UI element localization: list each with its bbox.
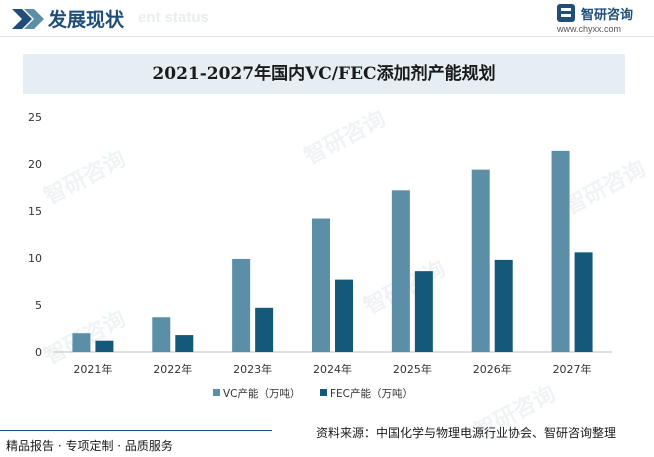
brand-name: 智研咨询 xyxy=(581,8,634,23)
x-tick-label: 2022年 xyxy=(153,362,192,376)
chart-title: 2021-2027年国内VC/FEC添加剂产能规划 xyxy=(23,54,625,94)
y-tick-label: 5 xyxy=(35,299,42,312)
footer-divider xyxy=(0,430,272,431)
legend-swatch-vc xyxy=(213,389,220,396)
vc-bar xyxy=(471,169,490,352)
x-tick-label: 2027年 xyxy=(553,362,592,376)
vc-bar xyxy=(391,190,410,352)
x-tick-label: 2024年 xyxy=(313,362,352,376)
y-tick-label: 15 xyxy=(28,205,42,218)
vc-bar xyxy=(551,150,570,352)
vc-bar xyxy=(232,258,251,352)
header: ent status 发展现状 智研咨询 www.chyxx.com xyxy=(0,0,654,36)
legend-label-vc: VC产能（万吨） xyxy=(223,387,301,400)
fec-bar xyxy=(175,335,194,352)
vc-bar xyxy=(72,333,91,352)
x-tick-label: 2021年 xyxy=(73,362,112,376)
x-tick-label: 2026年 xyxy=(473,362,512,376)
vc-bar xyxy=(312,218,330,352)
footer-slogan: 精品报告 · 专项定制 · 品质服务 xyxy=(6,439,173,453)
section-subtitle: ent status xyxy=(138,9,209,26)
legend-label-fec: FEC产能（万吨） xyxy=(330,387,413,400)
x-tick-label: 2023年 xyxy=(233,362,272,376)
brand-url[interactable]: www.chyxx.com xyxy=(557,24,622,34)
y-tick-label: 20 xyxy=(28,158,42,171)
legend-swatch-fec xyxy=(320,389,327,396)
brand-logo-icon xyxy=(557,4,575,22)
fec-bar xyxy=(574,252,593,352)
fec-bar xyxy=(494,259,513,352)
y-tick-label: 25 xyxy=(28,111,42,124)
fec-bar xyxy=(255,307,274,352)
chevron-right-icon xyxy=(12,9,44,29)
y-tick-label: 0 xyxy=(35,346,42,359)
x-tick-label: 2025年 xyxy=(393,362,432,376)
vc-bar xyxy=(152,317,171,352)
fec-bar xyxy=(95,340,114,352)
fec-bar xyxy=(335,279,353,352)
y-tick-label: 10 xyxy=(28,252,42,265)
source-note: 资料来源：中国化学与物理电源行业协会、智研咨询整理 xyxy=(316,426,617,440)
fec-bar xyxy=(414,271,433,352)
section-title: 发展现状 xyxy=(48,9,125,31)
header-divider xyxy=(0,36,654,37)
